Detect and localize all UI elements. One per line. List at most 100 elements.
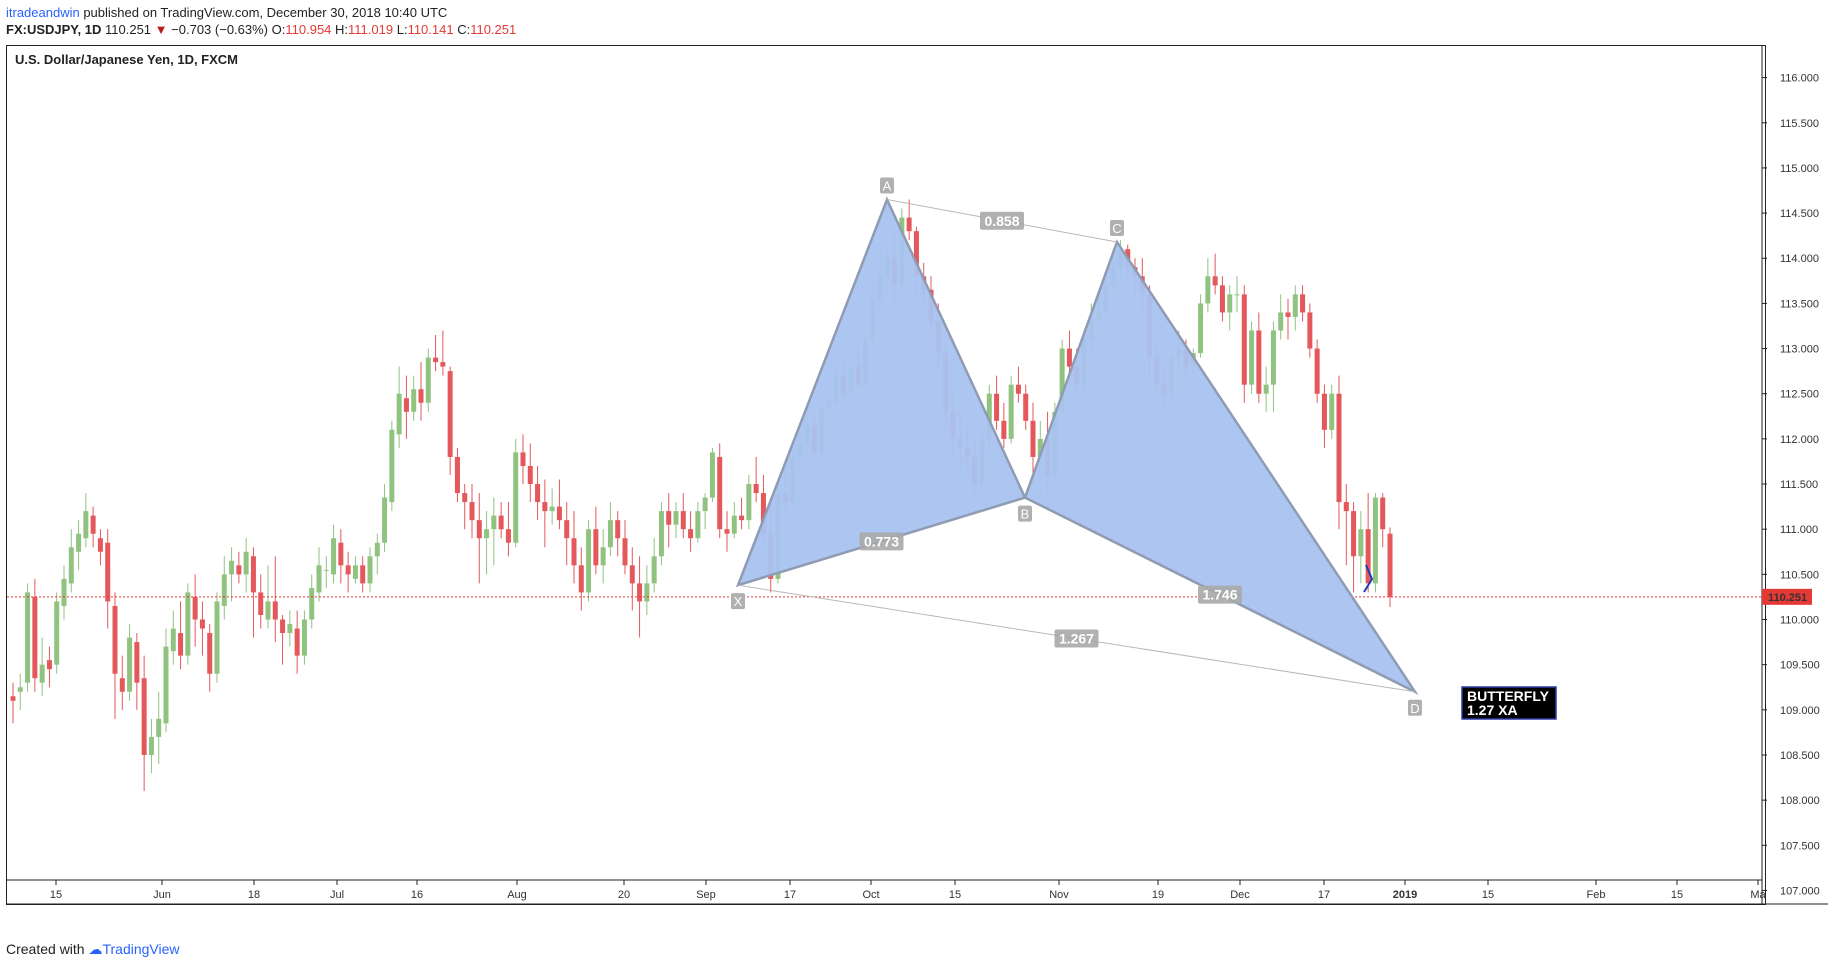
candle-up (1329, 393, 1335, 430)
x-tick-label: 20 (618, 889, 630, 901)
candle-up (39, 664, 45, 683)
candle-down (505, 529, 511, 543)
candle-down (593, 529, 599, 566)
candle-up (156, 718, 162, 737)
x-tick-label: Nov (1049, 889, 1069, 901)
chart-title: U.S. Dollar/Japanese Yen, 1D, FXCM (15, 52, 239, 67)
pattern-point-badge (731, 593, 745, 610)
candle-down (564, 520, 570, 539)
candle-down (556, 506, 562, 521)
x-tick-label: 15 (50, 889, 62, 901)
candle-down (280, 619, 286, 634)
tradingview-link[interactable]: TradingView (102, 941, 180, 957)
candle-up (229, 560, 235, 575)
pattern-point-label: B (1021, 507, 1030, 522)
candle-down (476, 520, 482, 539)
author-link[interactable]: itradeandwin (6, 5, 80, 20)
y-tick-label: 107.000 (1780, 885, 1820, 897)
x-tick-label: 15 (1671, 889, 1683, 901)
candle-down (1387, 533, 1393, 597)
candle-down (717, 456, 723, 530)
y-tick-label: 107.500 (1780, 840, 1820, 852)
candle-down (1351, 511, 1357, 557)
candle-up (1205, 276, 1211, 304)
candle-down (10, 696, 16, 701)
candle-down (535, 484, 541, 503)
candle-up (1198, 303, 1204, 354)
candle-up (221, 574, 227, 606)
pattern-point-label: C (1112, 221, 1121, 236)
candle-up (287, 624, 293, 634)
footer: Created with ☁TradingView (6, 941, 180, 958)
y-tick-label: 109.500 (1780, 660, 1820, 672)
pattern-name-box (1461, 686, 1557, 720)
pattern-point-badge (880, 177, 894, 194)
pattern-point-badge (1018, 505, 1032, 522)
x-tick-label: Jun (153, 889, 171, 901)
candle-up (1292, 294, 1298, 317)
candle-up (61, 578, 67, 606)
candle-up (746, 484, 752, 521)
y-tick-label: 108.500 (1780, 750, 1820, 762)
candle-up (185, 592, 191, 656)
y-tick-label: 113.000 (1780, 344, 1819, 356)
candle-down (294, 628, 300, 656)
candle-down (622, 538, 628, 566)
candle-up (214, 601, 220, 674)
candle-up (586, 529, 592, 593)
candle-up (1358, 529, 1364, 557)
candle-down (1030, 420, 1036, 457)
candle-down (199, 619, 205, 629)
y-tick-label: 111.500 (1780, 479, 1818, 491)
candle-down (615, 520, 621, 539)
candle-down (250, 556, 256, 593)
candle-up (382, 497, 388, 543)
candle-down (418, 389, 424, 403)
candle-up (68, 547, 74, 584)
candle-down (578, 565, 584, 593)
candle-down (469, 502, 475, 521)
x-tick-label: Oct (862, 889, 879, 901)
candle-down (360, 565, 366, 584)
ratio-label: 1.746 (1202, 587, 1237, 603)
candle-down (178, 633, 184, 656)
candle-up (513, 452, 519, 543)
candle-up (709, 452, 715, 498)
candle-down (666, 511, 672, 525)
candle-up (425, 357, 431, 403)
candle-down (1015, 384, 1021, 394)
candle-up (491, 515, 497, 530)
candle-down (724, 529, 730, 534)
candle-up (396, 393, 402, 435)
close-value: 110.251 (470, 22, 517, 37)
candle-up (1234, 294, 1240, 296)
candle-up (411, 389, 417, 412)
candle-up (702, 497, 708, 512)
pattern-point-label: A (883, 179, 892, 194)
candle-down (447, 371, 453, 457)
symbol-label: FX:USDJPY, 1D (6, 22, 102, 37)
last-price: 110.251 (105, 22, 152, 37)
candle-down (760, 493, 766, 534)
candle-up (1059, 348, 1065, 412)
candle-down (1314, 348, 1320, 394)
candle-up (309, 587, 315, 620)
x-tick-label: 2019 (1393, 889, 1417, 901)
candle-down (913, 231, 919, 277)
candle-up (549, 506, 555, 512)
candle-down (134, 642, 140, 683)
candle-down (688, 529, 694, 539)
low-label: L: (396, 22, 408, 37)
candle-down (1300, 294, 1306, 313)
y-tick-label: 110.500 (1780, 569, 1819, 581)
published-text: published on TradingView.com, December 3… (79, 5, 448, 20)
candle-up (148, 736, 154, 755)
candle-up (331, 538, 337, 575)
ratio-badge (1198, 585, 1242, 604)
candle-up (695, 511, 701, 539)
y-tick-label: 114.000 (1780, 253, 1819, 265)
ratio-label: 0.773 (864, 533, 899, 549)
candle-down (1380, 497, 1386, 530)
